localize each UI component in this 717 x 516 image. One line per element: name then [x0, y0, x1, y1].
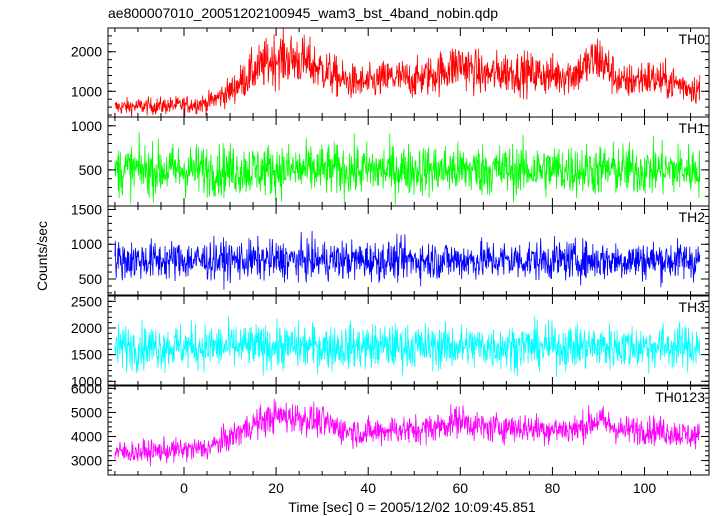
y-tick-label: 2000 [71, 320, 102, 336]
y-tick-label: 1000 [71, 118, 102, 134]
x-tick-label: 20 [268, 480, 284, 496]
panel-th2: 500 1000 1500 TH2 [71, 201, 710, 296]
y-tick-label: 1000 [71, 373, 102, 389]
y-tick-label: 1000 [71, 236, 102, 252]
series-line-th2 [114, 231, 701, 290]
series-line-th0123 [114, 398, 701, 467]
panel-th0123: 3000 4000 5000 6000 TH0123 [71, 380, 710, 476]
y-tick-label: 1500 [71, 347, 102, 363]
y-tick-label: 6000 [71, 380, 102, 396]
panel-frame [107, 385, 710, 476]
y-tick-label: 500 [79, 162, 103, 178]
y-tick-label: 3000 [71, 453, 102, 469]
x-axis-label: Time [sec] 0 = 2005/12/02 10:09:45.851 [288, 499, 536, 515]
chart-title: ae800007010_20051202100945_wam3_bst_4ban… [108, 5, 498, 21]
panel-label-th2: TH2 [679, 209, 706, 225]
panel-label-th0123: TH0123 [655, 389, 705, 405]
panel-label-th0: TH0 [679, 31, 706, 47]
x-tick-label: 0 [180, 480, 188, 496]
y-tick-label: 500 [79, 271, 103, 287]
y-tick-label: 4000 [71, 429, 102, 445]
panel-label-th3: TH3 [679, 299, 706, 315]
y-axis-label: Counts/sec [34, 221, 50, 291]
series-line-th0 [114, 28, 701, 117]
x-tick-label: 80 [545, 480, 561, 496]
panel-th0: 1000 2000 TH0 [71, 27, 710, 118]
panel-frame [107, 295, 710, 386]
panel-frame [107, 205, 710, 296]
y-tick-label: 5000 [71, 404, 102, 420]
y-tick-label: 1000 [71, 83, 102, 99]
series-line-th1 [114, 132, 701, 205]
panel-label-th1: TH1 [679, 120, 706, 136]
x-tick-label: 60 [453, 480, 469, 496]
x-tick-label: 100 [633, 480, 657, 496]
y-tick-label: 2500 [71, 293, 102, 309]
series-line-th3 [114, 316, 701, 377]
y-tick-label: 1500 [71, 201, 102, 217]
panel-th3: 1000 1500 2000 2500 TH3 [71, 293, 710, 389]
x-tick-label: 40 [360, 480, 376, 496]
y-tick-label: 2000 [71, 44, 102, 60]
panel-th1: 500 1000 TH1 [71, 116, 710, 207]
